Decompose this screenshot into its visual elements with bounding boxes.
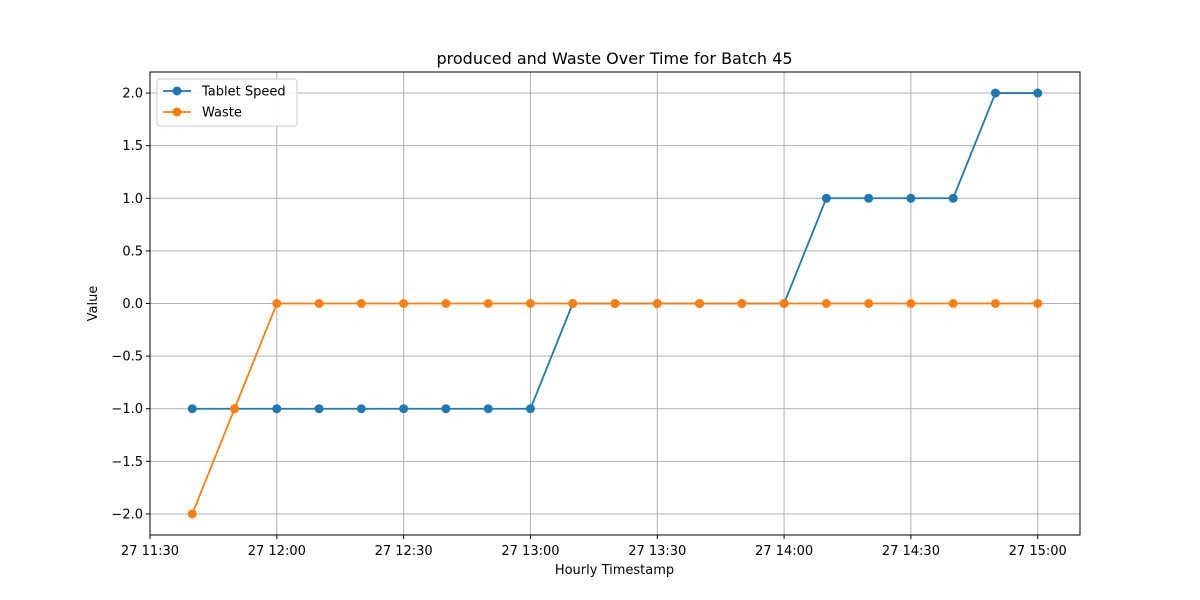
legend-label: Waste (202, 106, 242, 121)
y-tick-label: −1.0 (111, 402, 143, 417)
data-point (314, 299, 324, 308)
y-tick-label: 0.5 (122, 244, 143, 259)
data-point (187, 509, 197, 519)
x-tick-label: 27 14:00 (755, 544, 813, 559)
data-point (990, 299, 1000, 308)
data-point (399, 299, 409, 308)
series-layer (187, 88, 1043, 519)
legend-label: Tablet Speed (201, 85, 286, 100)
data-point (441, 404, 451, 414)
x-tick-label: 27 13:00 (501, 544, 559, 559)
y-axis-label: Value (86, 286, 101, 322)
data-point (525, 404, 535, 414)
legend: Tablet Speed Waste (156, 78, 298, 127)
data-point (441, 299, 451, 308)
data-point (483, 299, 493, 308)
data-point (990, 88, 1000, 98)
data-point (187, 404, 197, 414)
y-tick-label: 2.0 (122, 87, 143, 102)
data-point (779, 299, 789, 308)
data-point (356, 404, 366, 414)
data-point (695, 299, 705, 308)
data-point (652, 299, 662, 308)
data-point (610, 299, 620, 308)
data-point (356, 299, 366, 308)
data-point (948, 299, 958, 308)
legend-marker (172, 107, 182, 117)
data-point (1033, 299, 1043, 308)
data-point (314, 404, 324, 414)
x-tick-label: 27 14:30 (882, 544, 940, 559)
data-point (230, 404, 240, 414)
data-point (272, 299, 282, 308)
data-point (821, 193, 831, 203)
data-point (906, 193, 916, 203)
ticks: 27 11:30 27 12:00 27 12:30 27 13:00 27 13:30… (111, 87, 1066, 559)
data-point (864, 193, 874, 203)
series-1 (187, 299, 1043, 519)
x-tick-label: 27 12:00 (248, 544, 306, 559)
x-tick-label: 27 12:30 (375, 544, 433, 559)
data-point (1033, 88, 1043, 98)
data-point (399, 404, 409, 414)
x-tick-label: 27 15:00 (1009, 544, 1067, 559)
legend-box (156, 78, 298, 127)
data-point (737, 299, 747, 308)
x-tick-label: 27 11:30 (121, 544, 179, 559)
data-point (864, 299, 874, 308)
y-tick-label: 0.0 (122, 297, 143, 312)
data-point (906, 299, 916, 308)
data-point (948, 193, 958, 203)
y-tick-label: −1.5 (111, 455, 143, 470)
x-axis-label: Hourly Timestamp (555, 563, 674, 578)
y-tick-label: −2.0 (111, 507, 143, 522)
legend-marker (172, 86, 182, 96)
y-tick-label: 1.5 (122, 139, 143, 154)
y-tick-label: 1.0 (122, 192, 143, 207)
data-point (272, 404, 282, 414)
y-tick-label: −0.5 (111, 350, 143, 365)
x-tick-label: 27 13:30 (628, 544, 686, 559)
data-point (568, 299, 578, 308)
data-point (821, 299, 831, 308)
chart-title: produced and Waste Over Time for Batch 4… (436, 49, 792, 68)
data-point (483, 404, 493, 414)
data-point (525, 299, 535, 308)
